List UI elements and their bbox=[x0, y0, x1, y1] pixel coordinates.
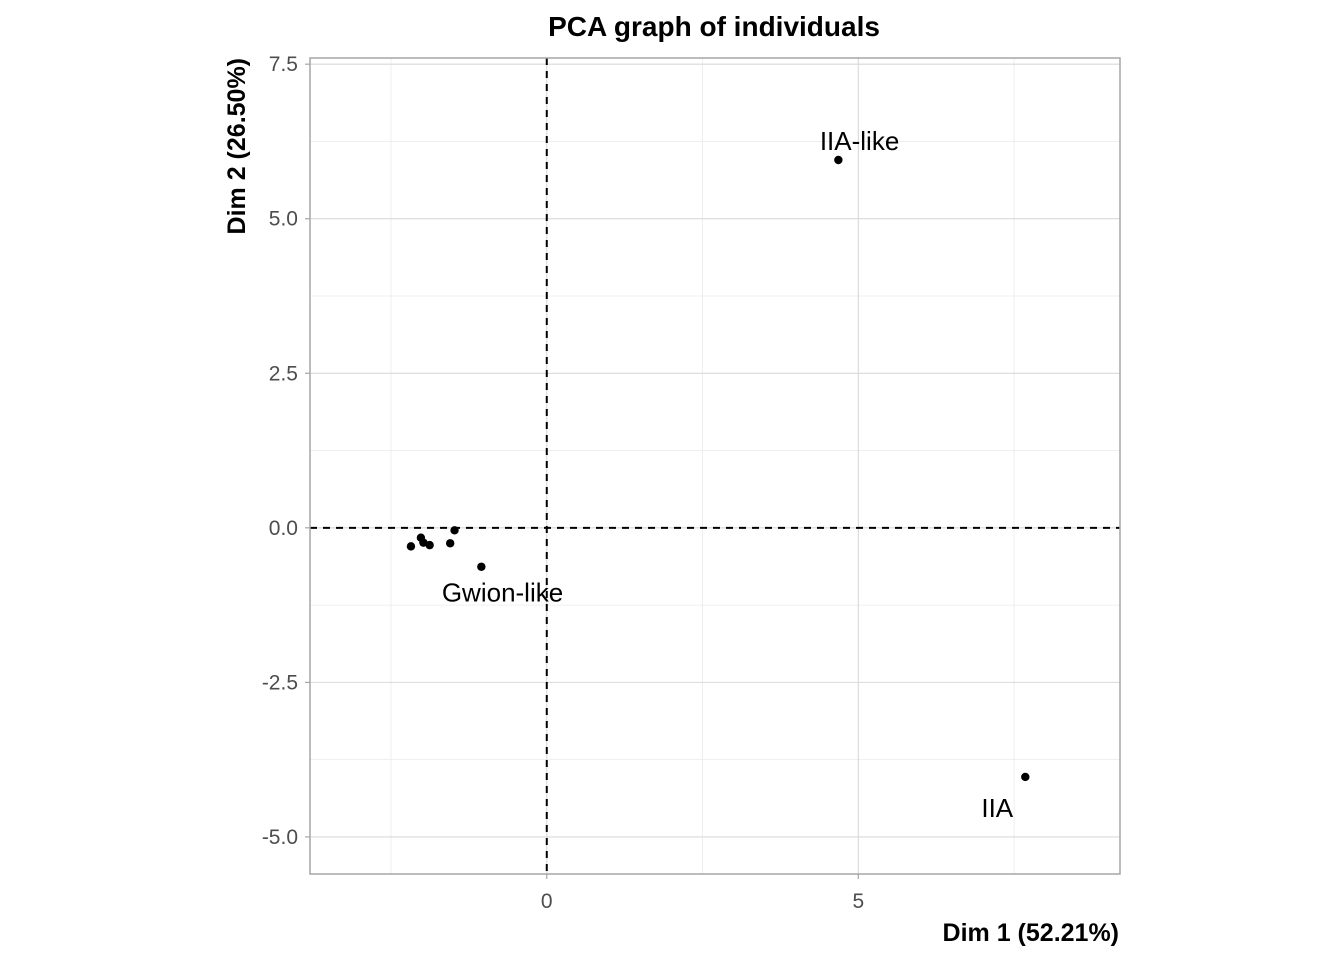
x-axis-title: Dim 1 (52.21%) bbox=[943, 919, 1119, 947]
x-tick-label: 0 bbox=[541, 890, 553, 913]
y-tick-label: 2.5 bbox=[269, 362, 298, 385]
axis-ticks: 0 5 -5.0 -2.5 0.0 2.5 5.0 7.5 bbox=[262, 53, 864, 913]
data-points bbox=[406, 155, 1030, 782]
y-tick-label: 0.0 bbox=[269, 517, 298, 540]
data-point bbox=[419, 538, 428, 547]
y-tick-label: -5.0 bbox=[262, 826, 298, 849]
point-labels: IIA-like IIA Gwion-like bbox=[442, 126, 1014, 823]
y-tick-label: 7.5 bbox=[269, 53, 298, 76]
data-point bbox=[450, 526, 459, 535]
grid bbox=[310, 58, 1120, 874]
data-point bbox=[445, 539, 455, 548]
data-point bbox=[834, 155, 843, 165]
data-point bbox=[1021, 772, 1030, 782]
point-label: Gwion-like bbox=[442, 578, 563, 608]
data-point bbox=[406, 542, 416, 551]
point-label: IIA bbox=[981, 793, 1013, 823]
data-point bbox=[477, 562, 486, 571]
reference-lines bbox=[310, 58, 1120, 874]
y-tick-label: -2.5 bbox=[262, 671, 298, 694]
plot-panel-border bbox=[309, 57, 1121, 875]
y-axis-title: Dim 2 (26.50%) bbox=[223, 58, 251, 234]
x-tick-label: 5 bbox=[852, 890, 864, 913]
chart-title: PCA graph of individuals bbox=[548, 11, 880, 42]
point-label: IIA-like bbox=[820, 126, 899, 156]
y-tick-label: 5.0 bbox=[269, 208, 298, 231]
